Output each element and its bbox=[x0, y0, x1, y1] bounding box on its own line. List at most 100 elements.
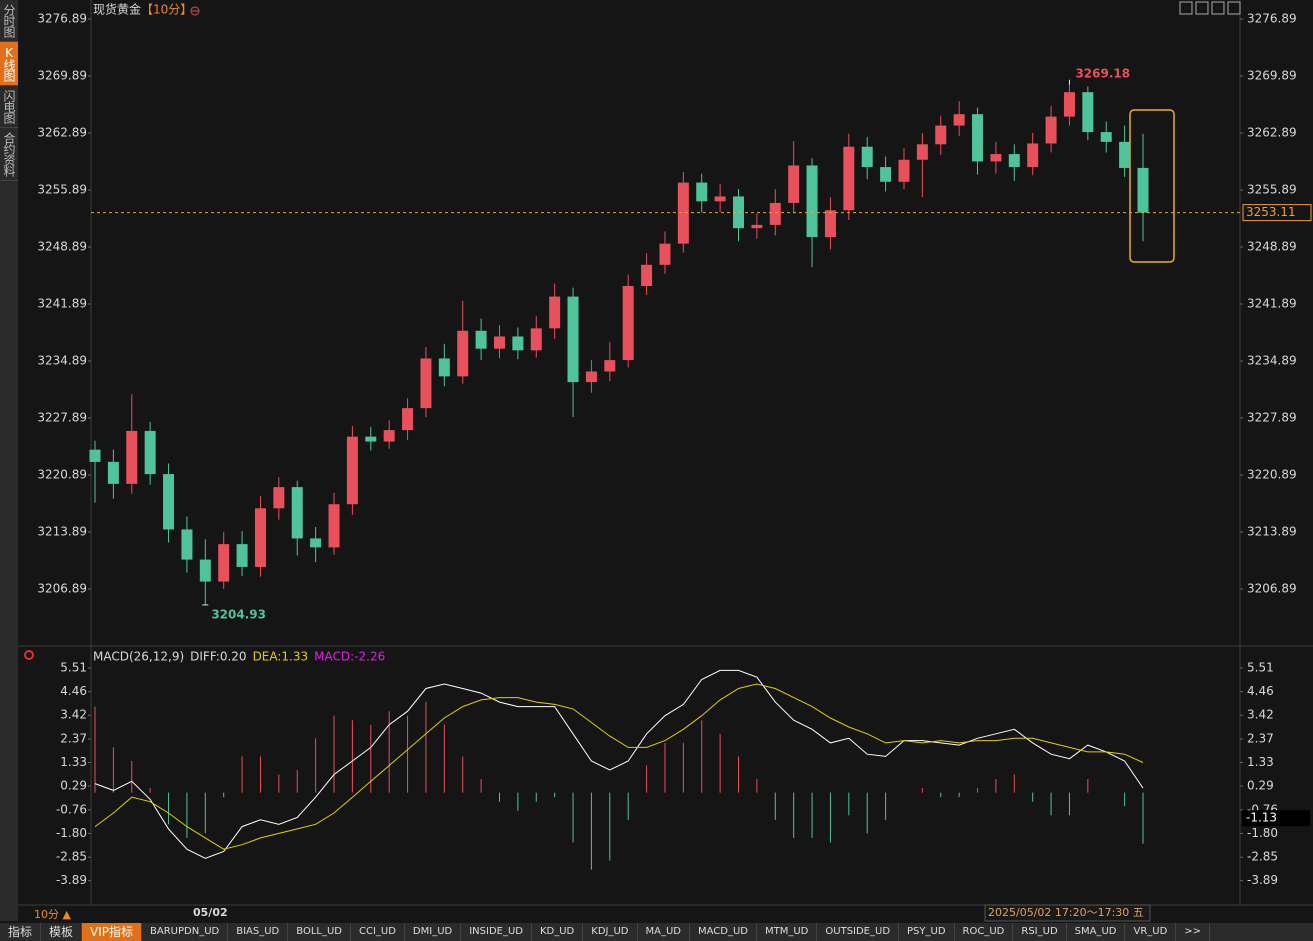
candle-body bbox=[291, 487, 303, 539]
candle-body bbox=[236, 544, 248, 567]
tab[interactable]: KD_UD bbox=[532, 923, 584, 941]
y-tick-label: 3.42 bbox=[1247, 708, 1274, 722]
time-range: 2025/05/02 17:20～17:30 五 bbox=[988, 906, 1144, 919]
tab[interactable]: CCI_UD bbox=[351, 923, 405, 941]
y-tick-label: 3206.89 bbox=[37, 581, 87, 595]
y-tick-label: 3227.89 bbox=[1247, 410, 1297, 424]
side-tab[interactable]: 合约资料 bbox=[0, 128, 18, 181]
y-tick-label: 3276.89 bbox=[37, 11, 87, 25]
tab[interactable]: SMA_UD bbox=[1067, 923, 1126, 941]
candle-body bbox=[953, 114, 965, 126]
candle-body bbox=[769, 202, 781, 225]
tab[interactable]: KDJ_UD bbox=[583, 923, 638, 941]
y-tick-label: 3227.89 bbox=[37, 410, 87, 424]
candle-body bbox=[622, 285, 634, 361]
candle-body bbox=[218, 544, 230, 582]
candle-body bbox=[254, 508, 266, 567]
candle-body bbox=[1100, 132, 1112, 142]
tab[interactable]: VR_UD bbox=[1125, 923, 1177, 941]
tab[interactable]: RSI_UD bbox=[1013, 923, 1067, 941]
candle-body bbox=[402, 408, 414, 431]
period: 【10分】 bbox=[141, 3, 192, 17]
candle-body bbox=[549, 296, 561, 329]
tool-icon[interactable] bbox=[1227, 1, 1241, 15]
tab[interactable]: 模板 bbox=[41, 923, 83, 941]
candle-body bbox=[714, 196, 726, 202]
y-tick-label: -3.89 bbox=[1247, 873, 1278, 887]
tab[interactable]: OUTSIDE_UD bbox=[817, 923, 900, 941]
candle-body bbox=[1137, 167, 1149, 213]
y-tick-label: -1.80 bbox=[56, 826, 87, 840]
y-tick-label: 4.46 bbox=[1247, 684, 1274, 698]
tab[interactable]: MACD_UD bbox=[690, 923, 757, 941]
period-selector[interactable]: 10分 ▲ bbox=[34, 908, 71, 921]
max-label: 3269.18 bbox=[1075, 66, 1130, 80]
side-tab[interactable]: 分时图 bbox=[0, 0, 18, 42]
candle-body bbox=[89, 449, 101, 462]
legend-entry: MACD(26,12,9) bbox=[93, 650, 184, 664]
legend-entry: DIFF:0.20 bbox=[190, 650, 246, 664]
y-tick-label: 3241.89 bbox=[37, 296, 87, 310]
y-tick-label: 3213.89 bbox=[1247, 524, 1297, 538]
y-tick-label: 3255.89 bbox=[37, 182, 87, 196]
tab[interactable]: BOLL_UD bbox=[288, 923, 351, 941]
candle-body bbox=[843, 146, 855, 211]
candle-body bbox=[310, 538, 322, 548]
candle-body bbox=[420, 358, 432, 409]
candle-body bbox=[475, 330, 487, 349]
min-label: 3204.93 bbox=[211, 607, 266, 621]
y-tick-label: 3234.89 bbox=[1247, 353, 1297, 367]
side-tab[interactable]: 闪电图 bbox=[0, 86, 18, 128]
candle-body bbox=[641, 264, 653, 286]
tab[interactable]: PSY_UD bbox=[899, 923, 955, 941]
y-tick-label: 3248.89 bbox=[1247, 239, 1297, 253]
candle-body bbox=[346, 436, 358, 505]
y-tick-label: 1.33 bbox=[60, 755, 87, 769]
candle-body bbox=[493, 336, 505, 349]
y-tick-label: -0.76 bbox=[56, 802, 87, 816]
candle-body bbox=[199, 559, 211, 582]
candle-body bbox=[457, 330, 469, 377]
tool-icon[interactable] bbox=[1179, 1, 1193, 15]
tab[interactable]: INSIDE_UD bbox=[461, 923, 532, 941]
tab[interactable]: >> bbox=[1176, 923, 1211, 941]
highlight-box bbox=[1129, 109, 1175, 263]
tool-icon[interactable] bbox=[1211, 1, 1225, 15]
candle-body bbox=[861, 146, 873, 168]
candle-body bbox=[751, 224, 763, 229]
candle-body bbox=[733, 196, 745, 229]
y-tick-label: 5.51 bbox=[1247, 660, 1274, 674]
candle-body bbox=[1063, 92, 1075, 117]
y-tick-label: -1.80 bbox=[1247, 826, 1278, 840]
toolbar bbox=[1179, 1, 1241, 15]
y-tick-label: 2.37 bbox=[1247, 732, 1274, 746]
tab[interactable]: BARUPDN_UD bbox=[142, 923, 229, 941]
candle-body bbox=[990, 154, 1002, 162]
candle-body bbox=[916, 144, 928, 160]
y-tick-label: -3.89 bbox=[56, 873, 87, 887]
tab[interactable]: VIP指标 bbox=[82, 923, 143, 941]
chart-title: 现货黄金 bbox=[93, 2, 141, 17]
tool-icon[interactable] bbox=[1195, 1, 1209, 15]
tab[interactable]: BIAS_UD bbox=[228, 923, 289, 941]
dea-line bbox=[94, 683, 1144, 850]
last-value-box bbox=[1242, 810, 1310, 827]
add-icon[interactable] bbox=[190, 6, 200, 16]
side-tab[interactable]: K线图 bbox=[0, 42, 18, 86]
indicator-icon[interactable] bbox=[24, 650, 34, 660]
tab[interactable]: MA_UD bbox=[638, 923, 690, 941]
tab[interactable]: DMI_UD bbox=[405, 923, 462, 941]
candle-body bbox=[696, 182, 708, 202]
y-tick-label: 3234.89 bbox=[37, 353, 87, 367]
last-price-label: 3253.11 bbox=[1246, 205, 1296, 219]
tab[interactable]: ROC_UD bbox=[955, 923, 1014, 941]
tab[interactable]: 指标 bbox=[0, 923, 42, 941]
legend-entry: DEA:1.33 bbox=[253, 650, 309, 664]
y-tick-label: 3269.89 bbox=[1247, 68, 1297, 82]
y-tick-label: 0.29 bbox=[60, 779, 87, 793]
candle-body bbox=[365, 436, 377, 442]
y-tick-label: 3262.89 bbox=[1247, 125, 1297, 139]
candle-body bbox=[144, 430, 156, 475]
tab[interactable]: MTM_UD bbox=[757, 923, 818, 941]
